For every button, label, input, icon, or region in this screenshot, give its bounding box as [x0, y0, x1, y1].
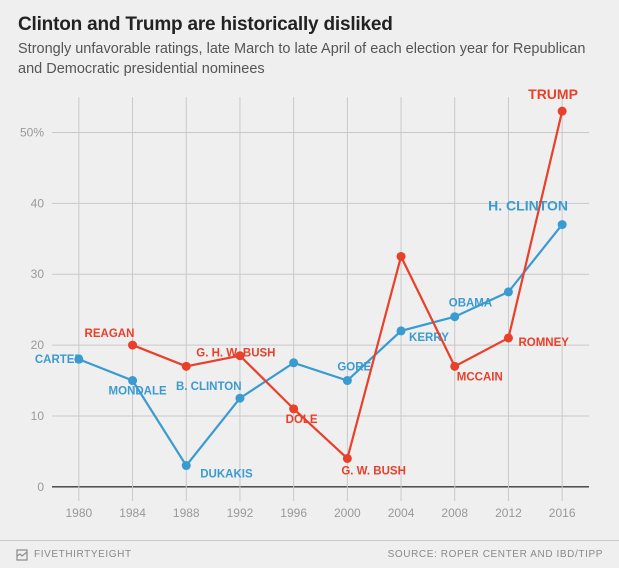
svg-text:40: 40 [31, 196, 45, 210]
svg-text:2012: 2012 [495, 506, 522, 520]
svg-text:1984: 1984 [119, 506, 146, 520]
svg-text:1980: 1980 [65, 506, 92, 520]
svg-text:2000: 2000 [334, 506, 361, 520]
svg-text:CARTER: CARTER [35, 354, 84, 366]
svg-text:2016: 2016 [549, 506, 576, 520]
svg-text:REAGAN: REAGAN [85, 328, 135, 340]
brand-mark: FIVETHIRTYEIGHT [16, 549, 132, 561]
logo-icon [16, 549, 28, 561]
chart-card: Clinton and Trump are historically disli… [0, 0, 619, 568]
source-text: SOURCE: ROPER CENTER AND IBD/TIPP [388, 549, 603, 560]
chart-title: Clinton and Trump are historically disli… [18, 14, 601, 36]
svg-text:MCCAIN: MCCAIN [457, 371, 503, 383]
svg-text:10: 10 [31, 409, 45, 423]
svg-text:2004: 2004 [388, 506, 415, 520]
svg-text:DOLE: DOLE [286, 414, 318, 426]
line-chart-svg: 0 10 20 30 40 50% 1980 1984 1988 1992 1996 2000 2004… [18, 87, 601, 527]
svg-text:1996: 1996 [280, 506, 307, 520]
svg-text:H. CLINTON: H. CLINTON [488, 198, 568, 214]
svg-text:1988: 1988 [173, 506, 200, 520]
svg-text:GORE: GORE [337, 362, 371, 374]
svg-text:DUKAKIS: DUKAKIS [200, 469, 253, 481]
svg-text:ROMNEY: ROMNEY [518, 337, 569, 349]
svg-text:OBAMA: OBAMA [449, 298, 492, 310]
svg-text:0: 0 [37, 480, 44, 494]
svg-text:1992: 1992 [227, 506, 254, 520]
svg-text:MONDALE: MONDALE [109, 386, 167, 398]
chart-area: 0 10 20 30 40 50% 1980 1984 1988 1992 1996 2000 2004… [18, 87, 601, 527]
chart-subtitle: Strongly unfavorable ratings, late March… [18, 40, 601, 79]
svg-text:2008: 2008 [441, 506, 468, 520]
svg-text:G. W. BUSH: G. W. BUSH [341, 466, 406, 478]
svg-text:30: 30 [31, 267, 45, 281]
brand-text: FIVETHIRTYEIGHT [34, 549, 132, 560]
svg-text:50%: 50% [20, 126, 44, 140]
svg-text:20: 20 [31, 338, 45, 352]
svg-text:TRUMP: TRUMP [528, 87, 578, 102]
footer-bar: FIVETHIRTYEIGHT SOURCE: ROPER CENTER AND… [0, 540, 619, 568]
svg-text:B. CLINTON: B. CLINTON [176, 381, 242, 393]
